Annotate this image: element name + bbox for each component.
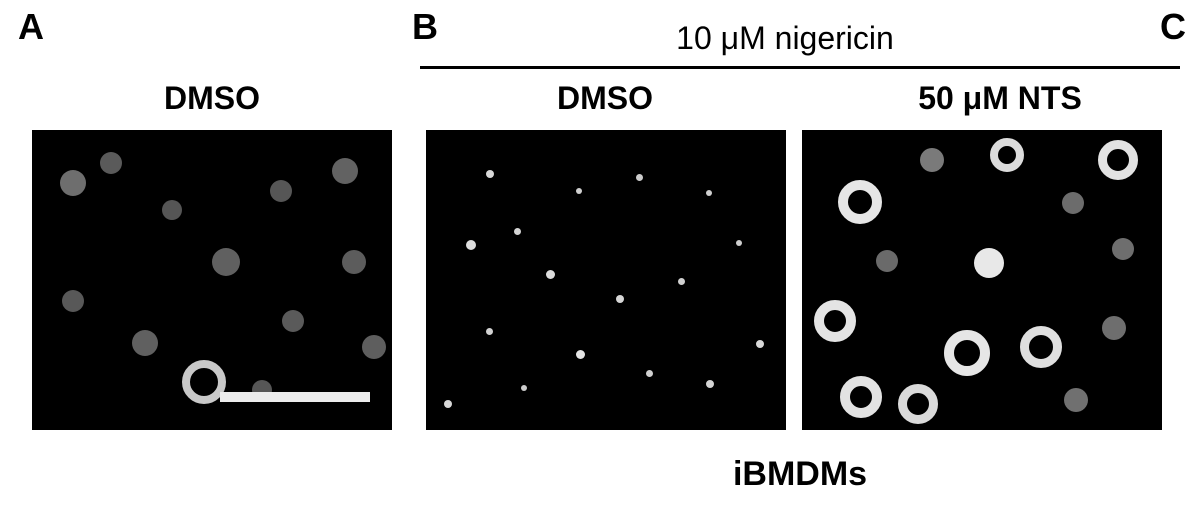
cell-speck [636,174,643,181]
cell-speck [576,350,585,359]
micrograph-panel-a [32,130,392,430]
cell-donut [840,376,882,418]
cell-donut [898,384,938,424]
treatment-group-line [420,66,1180,69]
cell-donut [1098,140,1138,180]
treatment-group-label: 10 μM nigericin [585,20,985,57]
condition-label-panel-c: 50 μM NTS [830,80,1170,117]
cell-speck [576,188,582,194]
cell-blob [60,170,86,196]
cell-blob [282,310,304,332]
cell-blob [1112,238,1134,260]
cell-line-label: iBMDMs [430,455,1170,494]
cell-speck [678,278,685,285]
cell-blob [342,250,366,274]
cell-blob [974,248,1004,278]
cell-blob [212,248,240,276]
cell-speck [706,190,712,196]
cell-blob [1064,388,1088,412]
scale-bar [220,392,370,402]
cell-blob [1062,192,1084,214]
cell-blob [270,180,292,202]
figure-root: A B C 10 μM nigericin DMSO DMSO 50 μM NT… [0,0,1203,513]
cell-blob [362,335,386,359]
cell-blob [920,148,944,172]
cell-donut [838,180,882,224]
cell-speck [521,385,527,391]
cell-donut [1020,326,1062,368]
cell-blob [1102,316,1126,340]
condition-label-panel-a: DMSO [62,80,362,117]
cell-speck [616,295,624,303]
micrograph-panel-b [426,130,786,430]
cell-speck [756,340,764,348]
cell-speck [444,400,452,408]
cell-speck [736,240,742,246]
cell-speck [486,170,494,178]
cell-blob [876,250,898,272]
cell-speck [706,380,714,388]
panel-letter-b: B [412,6,438,48]
condition-label-panel-b: DMSO [455,80,755,117]
micrograph-panel-c [802,130,1162,430]
cell-speck [546,270,555,279]
cell-speck [486,328,493,335]
cell-donut [944,330,990,376]
cell-speck [514,228,521,235]
cell-speck [466,240,476,250]
cell-blob [162,200,182,220]
cell-blob [332,158,358,184]
cell-donut [990,138,1024,172]
cell-blob [100,152,122,174]
cell-speck [646,370,653,377]
panel-letter-c: C [1160,6,1186,48]
cell-blob [62,290,84,312]
cell-donut [814,300,856,342]
panel-letter-a: A [18,6,44,48]
cell-blob [132,330,158,356]
